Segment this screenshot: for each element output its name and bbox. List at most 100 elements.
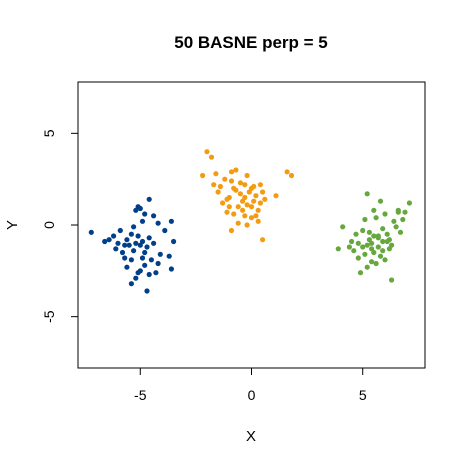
data-point-series-3 [340,224,346,230]
data-point-series-2 [228,169,235,175]
data-point-series-2 [242,213,248,219]
data-point-series-3 [406,200,412,206]
data-point-series-3 [391,218,397,224]
data-point-series-3 [397,229,404,235]
data-point-series-3 [375,244,381,250]
data-point-series-2 [260,237,266,243]
data-point-series-1 [144,244,150,250]
data-point-series-3 [389,242,395,248]
plot-frame [77,81,426,369]
chart-title: 50 BASNE perp = 5 [174,33,328,52]
data-point-series-3 [349,238,355,245]
y-axis-label: Y [4,220,21,230]
data-point-series-3 [373,215,379,221]
data-point-series-3 [380,248,386,254]
data-point-series-1 [88,229,94,235]
data-point-series-2 [242,182,248,188]
data-point-series-1 [135,233,141,239]
axis-ticks: -5 0 5 -5 0 5 [41,129,367,403]
data-point-series-1 [113,246,119,252]
data-point-series-2 [200,172,206,179]
data-point-series-2 [233,167,239,173]
data-point-series-1 [142,211,148,217]
data-point-series-2 [215,189,221,195]
data-point-series-3 [364,264,370,270]
data-point-series-2 [255,207,261,213]
data-point-series-2 [240,207,246,213]
data-point-series-3 [364,191,370,197]
data-point-series-3 [393,224,399,230]
x-tick-label: 0 [248,387,256,403]
data-point-series-2 [235,204,241,210]
data-point-series-2 [226,204,232,210]
data-point-series-1 [124,264,130,270]
data-point-series-1 [162,227,168,234]
data-point-series-2 [288,172,295,179]
data-point-series-3 [384,231,390,237]
data-point-series-1 [128,281,134,287]
data-point-series-3 [351,248,357,254]
data-point-series-2 [248,204,255,210]
data-point-series-1 [135,270,141,276]
data-point-series-3 [389,277,395,283]
data-point-series-2 [208,154,215,160]
data-point-series-2 [257,182,263,188]
data-point-series-3 [400,216,406,223]
data-point-series-1 [126,242,132,248]
y-tick-label: 5 [41,129,57,137]
data-point-series-1 [151,240,157,246]
x-tick-label: -5 [134,387,147,403]
data-point-series-3 [364,242,370,248]
data-point-series-1 [153,270,159,276]
data-point-series-2 [235,220,241,226]
data-point-series-2 [228,227,235,234]
data-point-series-3 [386,237,392,243]
data-point-series-2 [233,187,239,193]
data-point-series-2 [213,171,219,177]
data-point-series-2 [248,215,255,221]
data-point-series-2 [253,213,259,219]
data-point-series-1 [139,255,146,261]
data-point-series-3 [369,259,375,265]
data-point-series-2 [224,196,230,202]
data-point-series-2 [237,180,243,186]
data-point-series-3 [380,226,386,232]
data-point-series-1 [146,271,152,278]
data-point-series-1 [128,231,134,237]
data-points [88,149,412,294]
data-point-series-1 [146,235,152,241]
data-point-series-3 [360,227,366,234]
data-point-series-1 [117,227,123,234]
data-point-series-2 [251,198,257,204]
data-point-series-3 [360,244,366,250]
data-point-series-1 [166,253,172,259]
data-point-series-1 [124,237,130,243]
data-point-series-3 [395,209,401,215]
data-point-series-3 [371,207,377,213]
data-point-series-1 [171,238,177,245]
data-point-series-2 [273,193,279,199]
data-point-series-1 [102,238,108,245]
data-point-series-2 [217,183,223,190]
data-point-series-3 [380,238,386,245]
data-point-series-2 [211,182,217,188]
data-point-series-3 [346,244,352,250]
data-point-series-1 [137,205,143,212]
data-point-series-3 [375,235,381,241]
data-point-series-2 [231,211,237,217]
data-point-series-2 [228,178,235,184]
data-point-series-2 [244,172,250,179]
data-point-series-3 [382,257,388,263]
data-point-series-1 [106,237,112,243]
data-point-series-3 [377,198,384,204]
data-point-series-3 [362,251,368,257]
data-point-series-3 [353,231,359,237]
data-point-series-1 [144,288,150,294]
data-point-series-1 [122,242,128,248]
data-point-series-3 [373,260,379,267]
data-point-series-3 [377,253,384,259]
data-point-series-3 [366,229,372,235]
data-point-series-1 [122,255,128,261]
data-point-series-2 [204,149,210,155]
